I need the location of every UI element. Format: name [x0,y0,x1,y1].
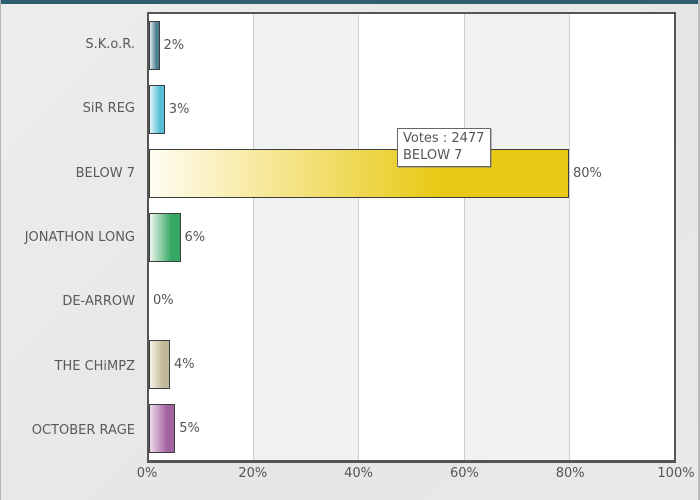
value-label: 5% [179,420,200,436]
x-tick-label: 40% [344,466,374,481]
bar-october-rage[interactable] [149,403,176,453]
bar-jonathon-long[interactable] [149,212,181,262]
value-label: 2% [163,38,185,54]
x-tick-label: 0% [136,466,158,481]
category-axis: S.K.o.R. SiR REG BELOW 7 JONATHON LONG DE-AR… [1,12,141,463]
x-axis: 0% 20% 40% 60% 80% 100% [137,466,695,486]
bar-row: 5% [149,396,674,460]
plot-band [568,14,675,460]
x-tick-label: 100% [657,466,695,481]
bar-below-7[interactable] [149,148,569,198]
plot-band [358,14,464,460]
plot-band [253,14,359,460]
x-tick-label: 80% [555,466,585,481]
bar-s-k-o-r-[interactable] [149,21,160,71]
category-label: SiR REG [82,101,135,117]
bar-sir-reg[interactable] [149,85,165,135]
bar-row: 6% [149,205,674,269]
tooltip-votes: Votes : 2477 [403,131,485,146]
tooltip: Votes : 2477 BELOW 7 [397,128,492,167]
bar-rows: 2% 3% 80% 6% 0% 4% 5% [149,14,674,460]
bar-row: 2% [149,14,674,78]
plot-background-bands [149,14,675,460]
value-label: 80% [573,165,602,181]
category-label: S.K.o.R. [85,36,135,52]
value-label: 4% [174,356,195,372]
value-label: 0% [153,293,174,309]
tooltip-category: BELOW 7 [403,148,463,163]
value-label: 3% [168,102,190,118]
top-accent-bar [1,0,698,4]
bar-row: 4% [149,333,674,397]
bar-the-chimpz[interactable] [149,339,170,389]
category-label: BELOW 7 [75,165,135,181]
plot-area: 2% 3% 80% 6% 0% 4% 5% [147,12,676,463]
bar-row: 3% [149,78,674,142]
category-label: OCTOBER RAGE [31,423,135,439]
bar-row: 80% [149,141,674,205]
category-label: JONATHON LONG [24,229,135,245]
category-label: THE CHiMPZ [54,358,136,374]
x-tick-label: 20% [238,466,268,481]
bar-row: 0% [149,269,674,333]
category-label: DE-ARROW [62,294,135,310]
x-tick-label: 60% [449,466,479,481]
value-label: 6% [184,229,206,245]
plot-band [463,14,569,460]
